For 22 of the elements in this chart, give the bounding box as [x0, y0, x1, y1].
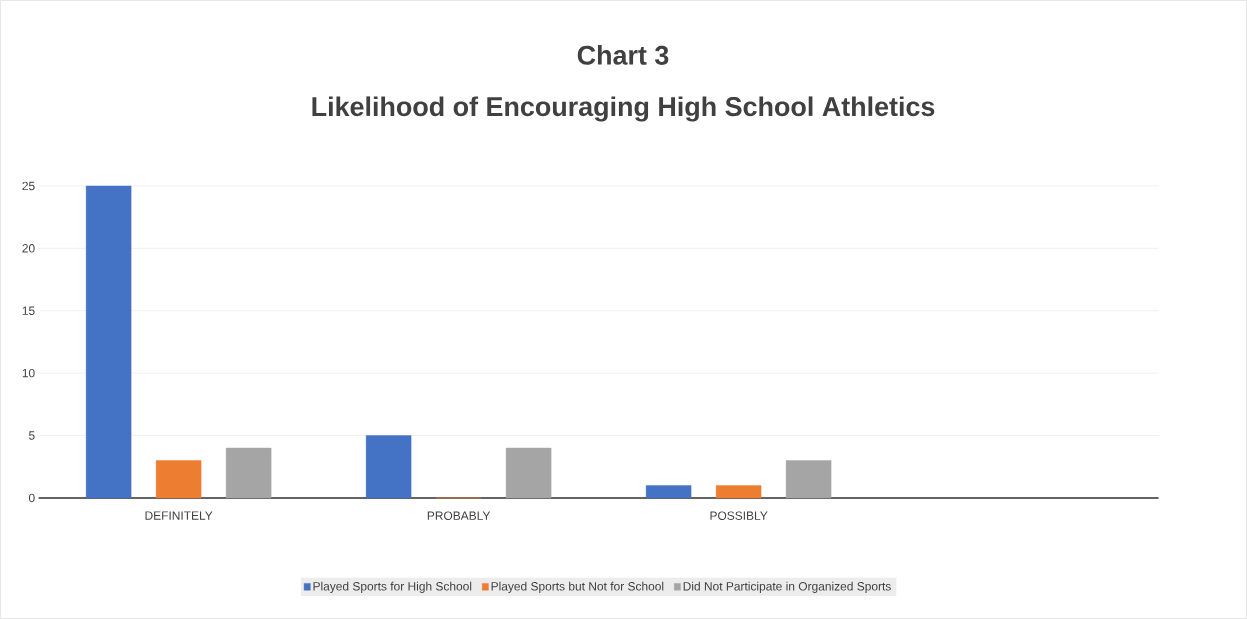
- bar: [225, 447, 272, 499]
- x-tick-label: POSSIBLY: [710, 511, 768, 520]
- legend-label: Did Not Participate in Organized Sports: [683, 581, 891, 593]
- chart-title: Chart 3: [577, 45, 669, 65]
- bar: [85, 185, 132, 499]
- bar: [365, 435, 412, 499]
- x-tick-label: DEFINITELY: [145, 511, 213, 520]
- y-tick-label: 15: [22, 306, 35, 315]
- x-tick-label: PROBABLY: [427, 511, 491, 520]
- y-tick-label: 0: [28, 493, 35, 503]
- bar: [785, 460, 832, 499]
- y-tick-label: 5: [28, 431, 35, 440]
- legend-label: Played Sports for High School: [313, 581, 472, 593]
- legend-label: Played Sports but Not for School: [491, 581, 664, 593]
- y-tick-label: 20: [22, 244, 35, 253]
- bar: [645, 485, 692, 499]
- bar: [715, 485, 762, 499]
- y-tick-label: 10: [22, 368, 35, 378]
- y-tick-label: 25: [22, 181, 35, 191]
- chart-subtitle: Likelihood of Encouraging High School Athletics: [312, 96, 935, 122]
- bar: [505, 447, 552, 499]
- bar: [155, 460, 202, 499]
